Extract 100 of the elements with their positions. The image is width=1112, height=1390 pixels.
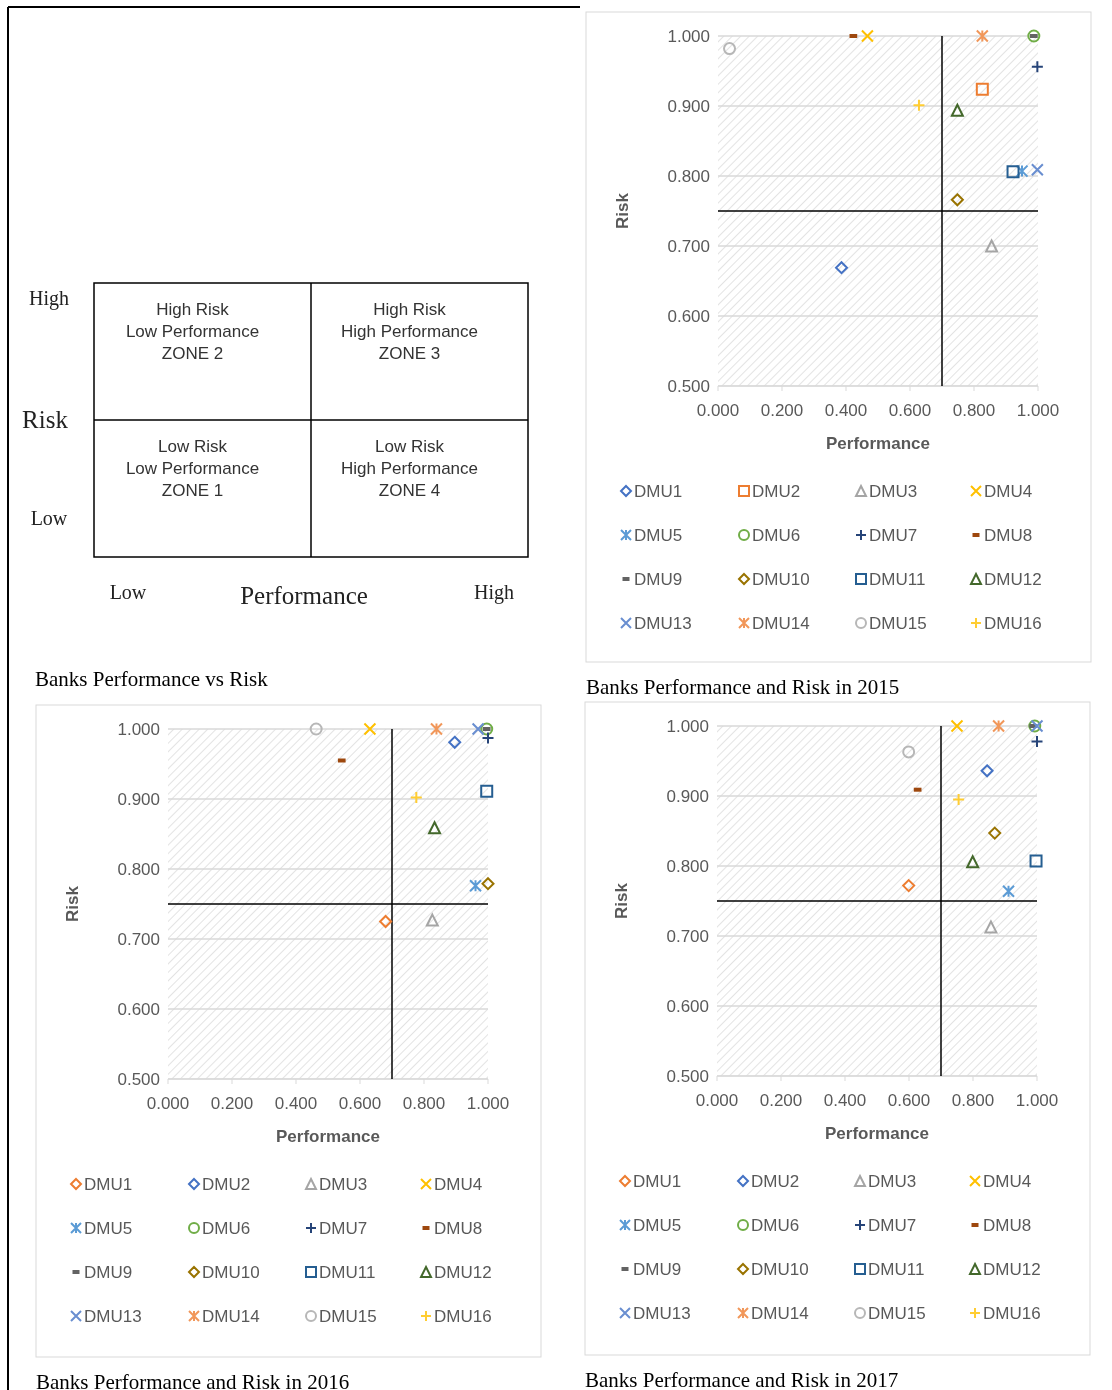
category-label: High [29, 287, 69, 309]
legend-label: DMU7 [319, 1218, 368, 1238]
legend-label: DMU1 [634, 481, 683, 501]
category-label: Low [109, 581, 147, 603]
x-tick-label: 0.800 [952, 401, 996, 420]
y-tick-label: 0.800 [117, 859, 160, 879]
y-tick-label: 0.700 [666, 926, 709, 946]
text: Performance [240, 582, 368, 609]
point [1006, 165, 1020, 179]
y-tick-label: 0.600 [667, 306, 710, 326]
point [1030, 163, 1044, 177]
x-tick-label: 0.600 [888, 401, 932, 420]
point [902, 879, 916, 893]
text: High Risk Low Performance ZONE 2 [125, 300, 260, 363]
x-tick-label: 0.400 [824, 401, 868, 420]
point [469, 879, 483, 893]
y-tick-label: 0.700 [117, 929, 160, 949]
point [1030, 734, 1044, 748]
y-tick-label: 0.600 [666, 996, 709, 1016]
point [363, 722, 377, 736]
point [950, 103, 964, 117]
x-tick-label: 1.000 [1015, 1091, 1059, 1110]
x-axis-title: Performance [825, 1124, 929, 1143]
point [950, 719, 964, 733]
legend-label: DMU6 [202, 1218, 251, 1238]
legend-label: DMU2 [751, 1171, 800, 1191]
text: Risk [22, 405, 69, 433]
legend-label: DMU2 [202, 1174, 251, 1194]
point [480, 784, 494, 798]
text: Banks Performance vs Risk [35, 667, 269, 691]
legend-label: DMU15 [319, 1306, 377, 1326]
legend-label: DMU10 [202, 1262, 260, 1282]
point [988, 826, 1002, 840]
y-tick-label: 0.700 [667, 236, 710, 256]
x-axis-title: Performance [276, 1127, 380, 1146]
legend-label: DMU5 [84, 1218, 133, 1238]
legend-label: DMU10 [752, 569, 810, 589]
legend-label: DMU11 [869, 569, 926, 589]
point [429, 722, 443, 736]
point [992, 719, 1006, 733]
legend-label: DMU4 [984, 481, 1033, 501]
x-axis-title: Performance [826, 434, 930, 453]
point [448, 735, 462, 749]
legend-label: DMU14 [751, 1303, 809, 1323]
y-axis-title: Risk [63, 885, 82, 922]
x-tick-label: 0.200 [759, 1091, 803, 1110]
y-axis-title: Risk [613, 192, 632, 229]
legend-label: DMU11 [868, 1259, 925, 1279]
point [1002, 884, 1016, 898]
point [480, 722, 494, 736]
legend-label: DMU2 [752, 481, 801, 501]
text: Banks Performance and Risk in 2016 [36, 1370, 350, 1390]
legend-label: DMU4 [983, 1171, 1032, 1191]
legend-label: DMU13 [84, 1306, 142, 1326]
point [902, 745, 916, 759]
text: Banks Performance and Risk in 2017 [585, 1368, 899, 1390]
point [723, 42, 737, 56]
x-tick-label: 0.600 [338, 1094, 382, 1113]
legend-label: DMU14 [752, 613, 810, 633]
point [975, 29, 989, 43]
category-label: Low [30, 507, 68, 529]
x-tick-label: 0.000 [146, 1094, 190, 1113]
y-tick-label: 0.500 [667, 376, 710, 396]
legend-label: DMU14 [202, 1306, 260, 1326]
legend-label: DMU3 [869, 481, 918, 501]
legend-label: DMU9 [634, 569, 683, 589]
x-tick-label: 0.400 [274, 1094, 318, 1113]
legend-label: DMU13 [634, 613, 692, 633]
point [425, 913, 439, 927]
point [985, 239, 999, 253]
legend-label: DMU11 [319, 1262, 376, 1282]
legend-label: DMU3 [319, 1174, 368, 1194]
x-tick-label: 0.600 [887, 1091, 931, 1110]
y-tick-label: 1.000 [666, 716, 709, 736]
point [428, 821, 442, 835]
point [835, 261, 849, 275]
y-tick-label: 0.500 [666, 1066, 709, 1086]
point [481, 877, 495, 891]
category-label: High [474, 581, 514, 604]
point [975, 82, 989, 96]
y-axis-title: Risk [612, 882, 631, 919]
legend-label: DMU8 [434, 1218, 483, 1238]
point [1029, 854, 1043, 868]
legend-label: DMU6 [752, 525, 801, 545]
legend-label: DMU7 [869, 525, 918, 545]
y-tick-label: 0.800 [666, 856, 709, 876]
y-tick-label: 0.900 [666, 786, 709, 806]
legend-label: DMU5 [634, 525, 683, 545]
point [1030, 60, 1044, 74]
point [984, 920, 998, 934]
point [966, 855, 980, 869]
point [1027, 29, 1041, 43]
legend-label: DMU1 [633, 1171, 682, 1191]
text: Low Risk High Performance ZONE 4 [340, 437, 479, 500]
point [379, 915, 393, 928]
x-tick-label: 1.000 [1016, 401, 1060, 420]
x-tick-label: 0.000 [696, 401, 740, 420]
point [860, 29, 874, 43]
legend-label: DMU16 [434, 1306, 492, 1326]
point [471, 722, 485, 736]
